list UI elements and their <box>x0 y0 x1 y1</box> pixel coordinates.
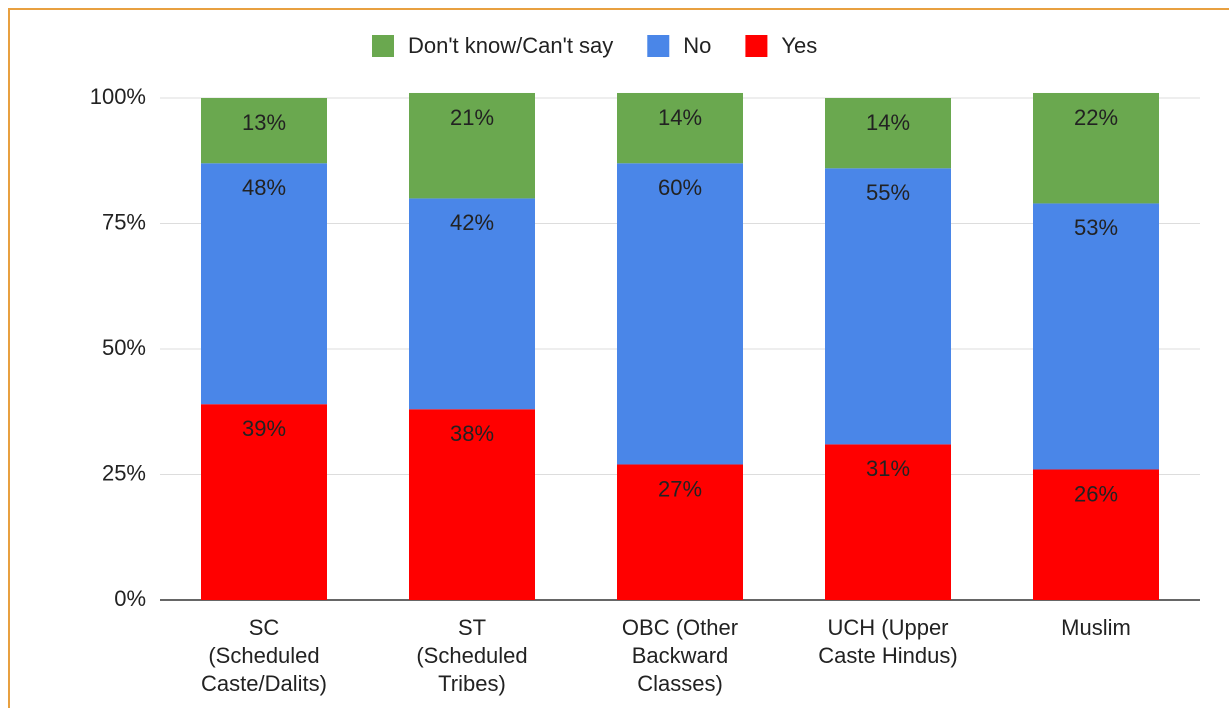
x-tick-label: Muslim <box>1061 615 1131 640</box>
data-label: 42% <box>450 210 494 235</box>
data-label: 39% <box>242 416 286 441</box>
data-label: 21% <box>450 105 494 130</box>
legend-label: Yes <box>781 33 817 58</box>
data-label: 53% <box>1074 215 1118 240</box>
bar-segment <box>201 98 327 164</box>
bar-segment <box>1033 469 1159 600</box>
data-label: 26% <box>1074 481 1118 506</box>
legend-label: No <box>683 33 711 58</box>
bar-segment <box>409 92 535 199</box>
x-tick-label: ST (Scheduled Tribes) <box>416 615 528 696</box>
data-label: 27% <box>658 476 702 501</box>
bar-segment <box>1033 92 1159 204</box>
frame <box>8 8 1229 708</box>
data-label: 60% <box>658 175 702 200</box>
bar-segment <box>409 409 535 600</box>
legend-label: Don't know/Can't say <box>408 33 613 58</box>
y-tick-label: 75% <box>102 209 146 234</box>
y-tick-label: 100% <box>90 84 146 109</box>
data-label: 13% <box>242 110 286 135</box>
legend-swatch <box>372 35 394 57</box>
bar-segment <box>825 168 951 445</box>
y-tick-label: 50% <box>102 335 146 360</box>
legend-swatch <box>647 35 670 57</box>
x-tick-label: SC (Scheduled Caste/Dalits) <box>201 615 327 696</box>
data-label: 14% <box>658 105 702 130</box>
bar-segment <box>201 163 327 405</box>
bar-segment <box>617 163 743 465</box>
bar-segment <box>617 464 743 600</box>
bar-segment <box>409 198 535 410</box>
bar-segment <box>201 404 327 600</box>
bar-segment <box>825 444 951 600</box>
bar-segment <box>825 98 951 169</box>
y-tick-label: 25% <box>102 460 146 485</box>
data-label: 22% <box>1074 105 1118 130</box>
bar-segment <box>1033 203 1159 470</box>
legend-swatch <box>745 35 768 57</box>
x-tick-label: OBC (Other Backward Classes) <box>621 615 739 696</box>
data-label: 14% <box>866 110 910 135</box>
bar-segment <box>617 92 743 164</box>
data-label: 55% <box>866 180 910 205</box>
data-label: 38% <box>450 421 494 446</box>
data-label: 31% <box>866 456 910 481</box>
y-tick-label: 0% <box>114 586 146 611</box>
x-tick-label: UCH (Upper Caste Hindus) <box>818 615 958 668</box>
data-label: 48% <box>242 175 286 200</box>
